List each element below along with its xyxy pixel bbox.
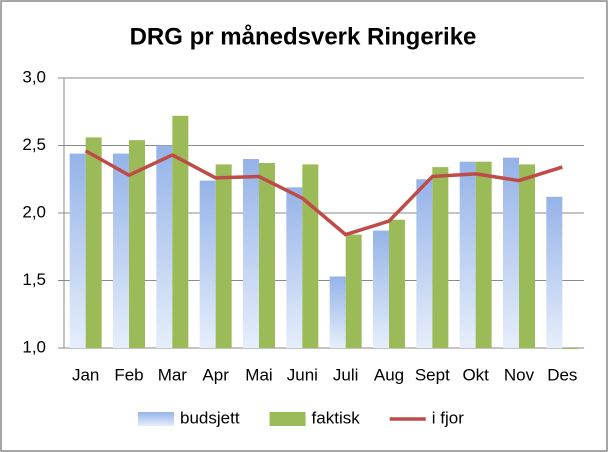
bar	[199, 180, 216, 348]
bar	[243, 159, 259, 348]
bar	[416, 179, 433, 348]
y-tick-label: 2,0	[22, 202, 46, 221]
bar	[432, 167, 449, 348]
x-tick-label: Feb	[114, 365, 143, 384]
bar	[519, 164, 535, 348]
bar	[156, 145, 173, 348]
chart-title: DRG pr månedsverk Ringerike	[130, 23, 477, 50]
bar	[302, 164, 319, 348]
bar	[259, 163, 275, 348]
bar	[329, 276, 346, 348]
bar	[215, 164, 232, 348]
bar	[373, 230, 389, 348]
x-tick-label: Mar	[158, 365, 188, 384]
bar	[345, 234, 362, 348]
x-tick-label: Apr	[202, 365, 229, 384]
bar	[69, 153, 86, 348]
bar	[129, 140, 145, 348]
legend-swatch	[269, 412, 306, 426]
bar	[562, 348, 579, 349]
y-tick-label: 2,5	[22, 135, 46, 154]
x-tick-label: Nov	[504, 365, 535, 384]
bar	[286, 187, 303, 348]
y-tick-label: 1,5	[22, 270, 46, 289]
bar	[172, 115, 189, 348]
line	[84, 149, 563, 237]
bar	[85, 137, 102, 348]
legend-label: faktisk	[312, 408, 361, 427]
legend-swatch	[138, 412, 174, 426]
x-tick-label: Aug	[374, 365, 404, 384]
x-tick-label: Jan	[72, 365, 99, 384]
x-tick-label: Juli	[333, 365, 359, 384]
bar	[475, 161, 492, 348]
bar	[113, 153, 129, 348]
x-tick-label: Juni	[287, 365, 318, 384]
x-tick-label: Des	[547, 365, 577, 384]
bar	[389, 219, 405, 348]
bar	[459, 161, 476, 348]
y-tick-label: 1,0	[22, 337, 46, 356]
y-tick-label: 3,0	[22, 67, 46, 86]
legend-label: i fjor	[432, 408, 464, 427]
x-tick-label: Okt	[462, 365, 489, 384]
x-tick-label: Mai	[245, 365, 272, 384]
legend-label: budsjett	[180, 408, 240, 427]
bar	[546, 196, 563, 348]
bar	[503, 157, 519, 348]
x-tick-label: Sept	[415, 365, 450, 384]
